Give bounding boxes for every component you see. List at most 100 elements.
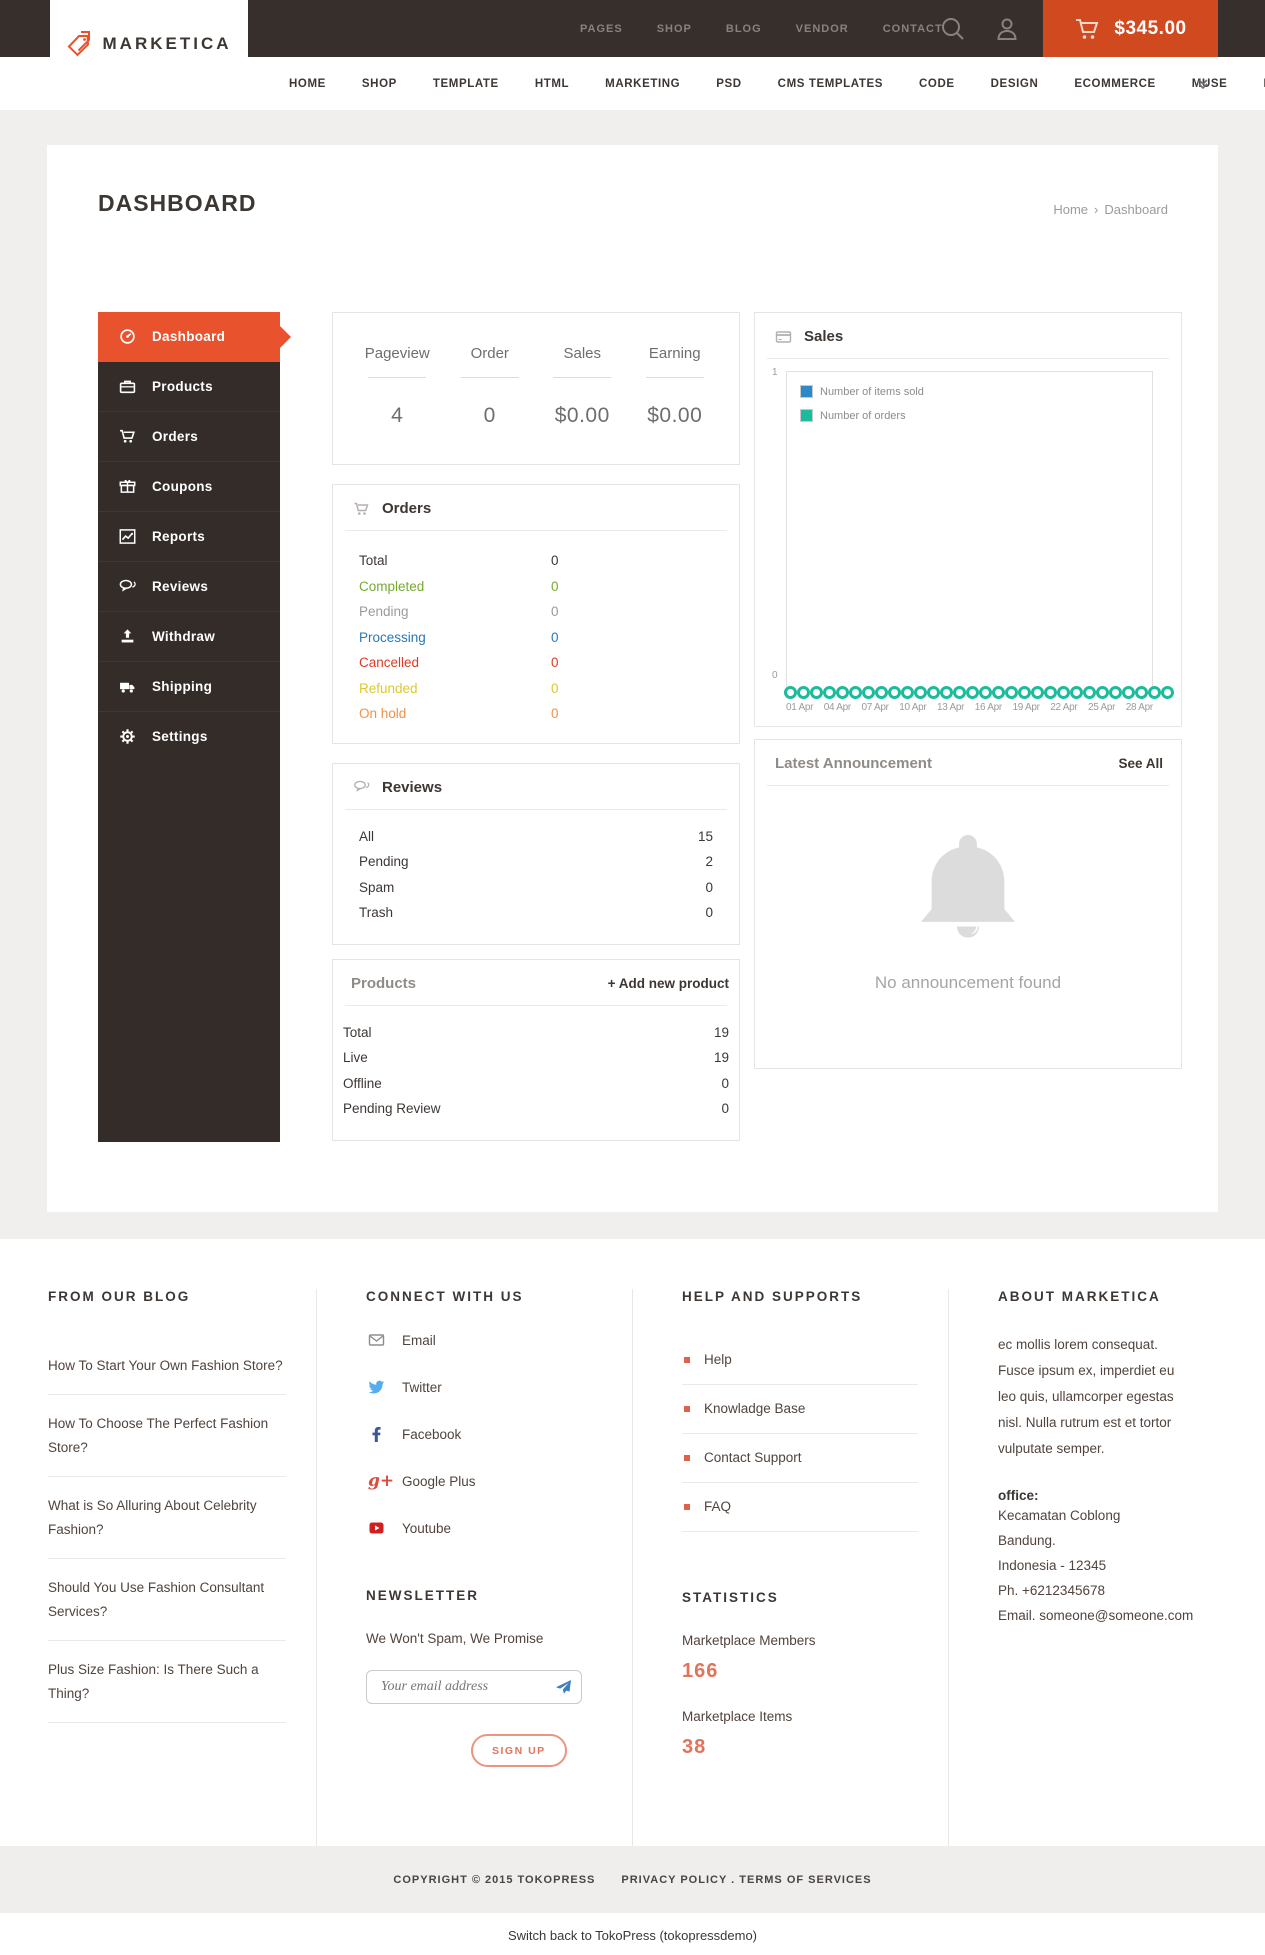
order-status-label: Processing — [359, 629, 426, 645]
youtube-link[interactable]: Youtube — [368, 1520, 602, 1536]
empty-state-text: No announcement found — [874, 973, 1062, 992]
search-icon[interactable] — [940, 16, 966, 42]
comments-icon — [354, 780, 370, 792]
see-all-link[interactable]: See All — [1118, 756, 1163, 771]
review-count-value: 2 — [705, 854, 713, 869]
main-nav-link[interactable]: PHOTO STOCKS — [1263, 78, 1265, 90]
cart-total: $345.00 — [1114, 17, 1187, 39]
product-count-value: 0 — [721, 1101, 729, 1116]
blog-post-link[interactable]: What is So Alluring About Celebrity Fash… — [48, 1477, 286, 1559]
product-count-label: Total — [343, 1024, 372, 1040]
product-count-row: Offline 0 — [343, 1071, 729, 1097]
review-count-label: Pending — [359, 854, 409, 869]
sidebar-item-shipping[interactable]: Shipping — [98, 662, 280, 712]
comments-icon — [119, 579, 136, 592]
blog-post-link[interactable]: Should You Use Fashion Consultant Servic… — [48, 1559, 286, 1641]
main-nav-link[interactable]: ECOMMERCE — [1074, 77, 1156, 90]
sidebar-item-reviews[interactable]: Reviews — [98, 562, 280, 612]
top-nav-link[interactable]: PAGES — [580, 22, 623, 35]
breadcrumb-home-link[interactable]: Home — [1053, 202, 1089, 217]
sidebar-item-coupons[interactable]: Coupons — [98, 462, 280, 512]
sidebar-item-orders[interactable]: Orders — [98, 412, 280, 462]
more-menu-chevron-icon[interactable] — [1196, 77, 1210, 91]
x-axis-tick-label: 10 Apr — [899, 702, 927, 713]
stat-label: Order — [470, 345, 509, 362]
gear-icon — [120, 729, 135, 744]
main-nav-link[interactable]: DESIGN — [990, 77, 1039, 90]
x-axis-tick-label: 04 Apr — [823, 702, 851, 713]
main-nav-link[interactable]: MARKETING — [605, 77, 681, 90]
help-link[interactable]: FAQ — [682, 1483, 918, 1532]
page-title: DASHBOARD — [98, 190, 257, 216]
add-new-product-link[interactable]: + Add new product — [607, 975, 729, 991]
brand-logo[interactable]: MARKETICA — [50, 0, 248, 88]
stat-label: Earning — [648, 345, 701, 362]
user-account-icon[interactable] — [994, 16, 1020, 42]
top-nav-link[interactable]: SHOP — [656, 22, 692, 35]
x-axis-ticks: 01 Apr 04 Apr 07 Apr 10 Apr 13 Apr 16 Apr 19 A… — [786, 702, 1153, 713]
sidebar-item-reports[interactable]: Reports — [98, 512, 280, 562]
footer-blog-column: FROM OUR BLOG How To Start Your Own Fash… — [0, 1289, 316, 1846]
blog-post-link[interactable]: How To Start Your Own Fashion Store? — [48, 1332, 286, 1395]
chart-plot-area: Number of items sold Number of orders — [784, 371, 1174, 699]
order-status-row: Refunded 0 — [359, 676, 713, 702]
top-nav-link[interactable]: VENDOR — [795, 22, 849, 35]
email-link[interactable]: Email — [368, 1332, 602, 1348]
help-link[interactable]: Knowladge Base — [682, 1385, 918, 1434]
legal-links[interactable]: PRIVACY POLICY . TERMS OF SERVICES — [621, 1873, 872, 1886]
twitter-link[interactable]: Twitter — [368, 1379, 602, 1395]
office-address-line: Kecamatan Coblong — [998, 1508, 1121, 1523]
facebook-f-icon — [372, 1427, 381, 1442]
footer-heading: CONNECT WITH US — [366, 1289, 524, 1304]
signup-button[interactable]: SIGN UP — [471, 1734, 567, 1767]
newsletter-email-input[interactable] — [366, 1670, 582, 1704]
main-nav-link[interactable]: CMS TEMPLATES — [777, 77, 884, 90]
newsletter-heading: NEWSLETTER — [366, 1588, 479, 1603]
review-count-row[interactable]: Spam 0 — [359, 875, 713, 901]
main-nav-link[interactable]: HOME — [289, 77, 326, 90]
top-nav-link[interactable]: CONTACT — [882, 22, 943, 35]
review-count-row[interactable]: Trash 0 — [359, 900, 713, 926]
items-value: 38 — [682, 1736, 707, 1758]
cart-icon — [120, 429, 135, 443]
blog-post-link[interactable]: How To Choose The Perfect Fashion Store? — [48, 1395, 286, 1477]
footer-heading: ABOUT MARKETICA — [998, 1289, 1161, 1304]
order-status-label: Cancelled — [359, 655, 420, 670]
sidebar-item-settings[interactable]: Settings — [98, 712, 280, 762]
product-count-row: Total 19 — [343, 1020, 729, 1046]
y-axis-min-label: 0 — [772, 670, 778, 681]
product-count-label: Offline — [343, 1075, 382, 1091]
main-nav-link[interactable]: CODE — [919, 77, 955, 90]
sidebar-item-withdraw[interactable]: Withdraw — [98, 612, 280, 662]
facebook-link[interactable]: Facebook — [368, 1426, 602, 1442]
help-link[interactable]: Help — [682, 1332, 918, 1385]
about-text: ec mollis lorem consequat. Fusce ipsum e… — [998, 1337, 1175, 1456]
switch-back-bar[interactable]: Switch back to TokoPress (tokopressdemo) — [0, 1913, 1265, 1955]
review-count-row[interactable]: Pending 2 — [359, 849, 713, 875]
sidebar-item-products[interactable]: Products — [98, 362, 280, 412]
bell-icon — [921, 835, 1015, 938]
main-nav-link[interactable]: HTML — [534, 77, 570, 90]
office-address-line: Email. someone@someone.com — [998, 1608, 1194, 1623]
google-plus-link[interactable]: g+ Google Plus — [368, 1471, 476, 1491]
sidebar-item-dashboard[interactable]: Dashboard — [98, 312, 291, 362]
chart-legend: Number of items sold Number of orders — [800, 385, 924, 433]
legend-swatch-orders — [800, 409, 813, 422]
briefcase-icon — [119, 380, 136, 394]
main-nav-link[interactable]: PSD — [716, 77, 742, 90]
top-nav-link[interactable]: BLOG — [725, 22, 762, 35]
blog-post-link[interactable]: Plus Size Fashion: Is There Such a Thing… — [48, 1641, 286, 1723]
cart-icon — [354, 502, 369, 515]
main-nav-link[interactable]: TEMPLATE — [432, 77, 499, 90]
paper-plane-icon[interactable] — [555, 1679, 572, 1695]
help-link[interactable]: Contact Support — [682, 1434, 918, 1483]
google-plus-icon: g+ — [368, 1471, 395, 1491]
order-status-value: 0 — [551, 553, 559, 568]
copyright-bar: COPYRIGHT © 2015 TOKOPRESS PRIVACY POLIC… — [0, 1846, 1265, 1913]
stat-label: Pageview — [364, 345, 430, 362]
footer-help-column: HELP AND SUPPORTS Help Knowladge Base Co… — [632, 1289, 948, 1846]
review-count-row[interactable]: All 15 — [359, 824, 713, 850]
main-nav-link[interactable]: SHOP — [361, 77, 397, 90]
cart-button[interactable]: $345.00 — [1043, 0, 1218, 57]
x-axis-tick-label: 22 Apr — [1050, 702, 1078, 713]
